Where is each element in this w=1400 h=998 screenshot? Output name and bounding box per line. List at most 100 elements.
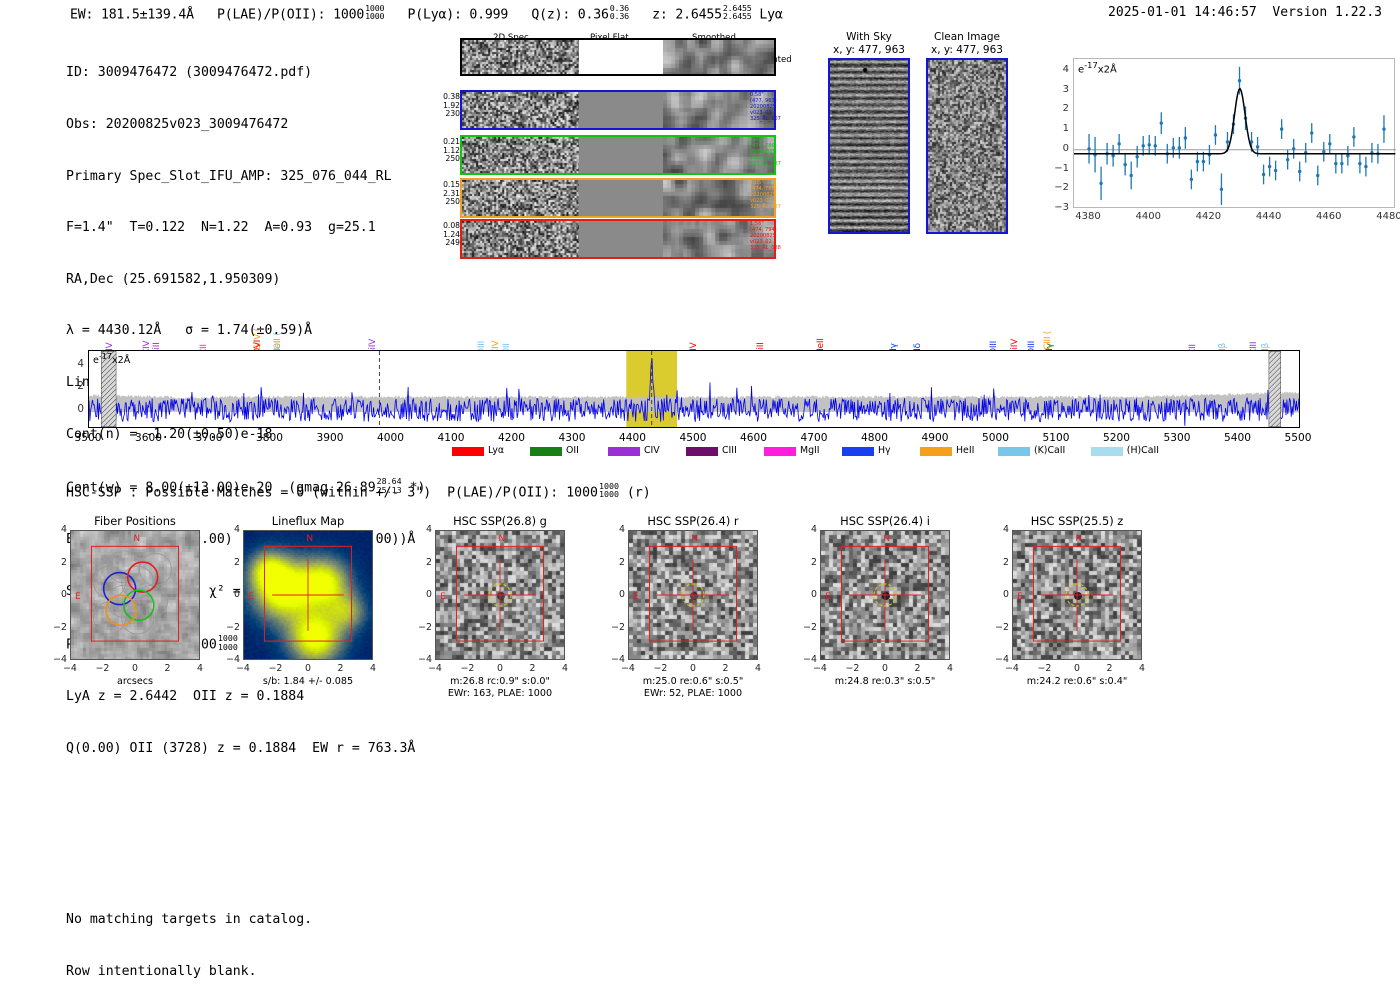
line-zoom-ytick: −1 xyxy=(1054,162,1069,174)
line-zoom-unit-label: e-17x2Å xyxy=(1078,60,1117,76)
smoothed-image xyxy=(663,40,774,74)
cutout-title: HSC SSP(26.4) r xyxy=(647,514,739,528)
hscssp-plae-fraction: 1000 1000 xyxy=(598,481,619,500)
pixel-flat-image xyxy=(578,180,664,216)
spec2d-row xyxy=(460,90,776,130)
cutout-ytick: 2 xyxy=(619,556,625,568)
cutout-ytick: 0 xyxy=(234,589,240,600)
smoothed-image xyxy=(663,137,774,173)
cutout-ytick: −2 xyxy=(53,621,67,633)
source-blob xyxy=(690,592,698,600)
line-zoom-ytick: 4 xyxy=(1062,63,1069,75)
spectrum-xtick: 4200 xyxy=(498,432,525,444)
thumbnail-coords: x, y: 477, 963 xyxy=(931,43,1003,56)
spectrum-xtick: 4700 xyxy=(800,432,828,444)
compass-n-label: N xyxy=(883,534,891,544)
spec2d-row-stats: 0.15 2.31 250 xyxy=(443,180,460,207)
spec2d-row-stats: 0.38 1.92 230 xyxy=(443,92,460,119)
info-cont-w: Cont(w) = 8.00(±13.00)e-20 (gmag 26.89 28… xyxy=(66,476,426,496)
spectrum-xtick: 3600 xyxy=(135,432,162,444)
line-zoom-xtick: 4400 xyxy=(1135,211,1161,222)
spectrum-xtick: 4300 xyxy=(558,432,586,444)
pixel-flat-image xyxy=(578,221,664,257)
hscssp-header-filter: (r) xyxy=(626,485,651,501)
line-zoom-xtick: 4420 xyxy=(1195,211,1222,222)
spectrum-xtick: 4100 xyxy=(437,432,465,444)
header-qz-fraction: 0.36 0.36 xyxy=(609,3,629,22)
spectrum-xtick: 4400 xyxy=(619,432,646,444)
cutout-xtick: 4 xyxy=(947,663,953,674)
cutout-ytick: 2 xyxy=(1003,556,1009,568)
cutout-xtick: 0 xyxy=(882,663,888,674)
spec2d-row xyxy=(460,38,776,76)
legend-swatch xyxy=(920,447,952,456)
cutout-xtick: 0 xyxy=(690,663,696,674)
spec2d-row-meta: 1.00" (474, 786) 20200825 v023_01 325_RL_087 xyxy=(750,137,781,168)
version-label: Version 1.22.3 xyxy=(1272,5,1382,20)
footer-note: No matching targets in catalog. Row inte… xyxy=(66,876,312,998)
spectrum-xtick: 4000 xyxy=(377,432,404,444)
thumbnail-title-text: With Sky xyxy=(846,31,892,43)
spectrum-xtick: 4500 xyxy=(679,432,707,444)
cutout-xtick: −4 xyxy=(1005,663,1019,674)
thumbnail-title: With Sky x, y: 477, 963 xyxy=(806,31,932,56)
cutout-ytick: −2 xyxy=(803,621,817,633)
compass-n-label: N xyxy=(1075,534,1083,544)
smoothed-image xyxy=(663,180,774,216)
legend-label: CIV xyxy=(644,445,660,456)
thumbnail-title: Clean Image x, y: 477, 963 xyxy=(904,31,1030,56)
cutout-xtick: −2 xyxy=(268,663,283,674)
cutout-xtick: 4 xyxy=(370,663,376,674)
cutout-ytick: 0 xyxy=(619,589,625,600)
legend-label: CIII xyxy=(722,445,737,456)
compass-e-label: E xyxy=(75,592,81,603)
spectrum-xtick: 3500 xyxy=(74,432,102,444)
cutout-title: Lineflux Map xyxy=(271,514,345,528)
cutout-ytick: 4 xyxy=(234,524,240,535)
hscssp-header-text: HSC-SSP : Possible Matches = 0 (within +… xyxy=(66,485,598,501)
info-plae-fraction: 1000 1000 xyxy=(217,633,238,652)
spec2d-row xyxy=(460,219,776,259)
cutout-title: HSC SSP(26.8) g xyxy=(453,514,547,528)
pixel-flat-image xyxy=(578,92,664,128)
legend-label: Hγ xyxy=(878,445,891,456)
spectrum-ytick: 2 xyxy=(77,380,84,393)
cutout-ytick: 2 xyxy=(426,556,432,568)
cutout-xtick: 2 xyxy=(914,663,921,674)
legend-swatch xyxy=(764,447,796,456)
spec2d-row-stats: 0.08 1.24 249 xyxy=(443,221,460,248)
cutout-ytick: −4 xyxy=(418,654,432,665)
spectrum-xtick: 4600 xyxy=(740,432,767,444)
spectrum-canvas xyxy=(89,351,1299,427)
header-ew-plae: EW: 181.5±139.4Å P(LAE)/P(OII): 1000 xyxy=(70,7,365,23)
info-radec: RA,Dec (25.691582,1.950309) xyxy=(66,271,281,287)
cutout-caption: s/b: 1.84 +/- 0.085 xyxy=(205,676,411,688)
spec2d-row-meta: 1.05" (474, 786) 20200825 v023_02 325_RL_087 xyxy=(750,180,781,211)
cutout-caption-line1: arcsecs xyxy=(116,676,154,687)
line-zoom-ytick: 1 xyxy=(1062,123,1069,135)
legend-label: (H)CaII xyxy=(1126,445,1159,456)
cutout-title: HSC SSP(25.5) z xyxy=(1030,514,1124,528)
legend-swatch xyxy=(842,447,874,456)
header-timestamp-version: 2025-01-01 14:46:57 Version 1.22.3 xyxy=(1108,5,1382,20)
cutout-caption-line1: m:24.8 re:0.3" s:0.5" xyxy=(834,676,936,687)
cutout-caption: m:24.2 re:0.6" s:0.4" xyxy=(974,676,1180,688)
timestamp: 2025-01-01 14:46:57 xyxy=(1108,5,1257,20)
cutout-overlay xyxy=(455,545,545,642)
legend-label: Lyα xyxy=(488,445,505,456)
cutout-caption-line1: m:24.2 re:0.6" s:0.4" xyxy=(1026,676,1128,687)
gmag-fraction: 28.64 25.13 xyxy=(376,476,402,495)
cutout-caption: m:25.0 re:0.6" s:0.5" EWr: 52, PLAE: 1000 xyxy=(590,676,796,701)
info-obs: Obs: 20200825v023_3009476472 xyxy=(66,117,289,133)
cutout-ytick: 4 xyxy=(61,524,67,535)
legend-label: MgII xyxy=(800,445,820,456)
cutout-xtick: −2 xyxy=(653,663,668,674)
info-redshifts: LyA z = 2.6442 OII z = 0.1884 xyxy=(66,689,305,705)
spectrum-xtick: 5500 xyxy=(1284,432,1312,444)
